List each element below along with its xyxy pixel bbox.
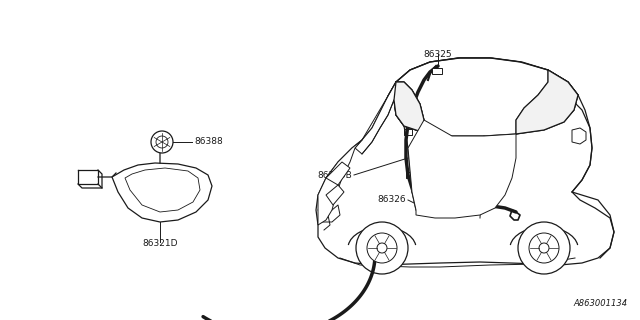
Circle shape	[539, 243, 549, 253]
Polygon shape	[408, 120, 516, 218]
Circle shape	[529, 233, 559, 263]
Polygon shape	[394, 82, 424, 132]
Polygon shape	[326, 162, 350, 185]
Polygon shape	[112, 163, 212, 222]
Text: 86388: 86388	[194, 138, 223, 147]
Polygon shape	[516, 70, 578, 134]
Polygon shape	[572, 128, 586, 144]
Circle shape	[356, 222, 408, 274]
Circle shape	[377, 243, 387, 253]
Text: 86321D: 86321D	[142, 239, 178, 248]
Circle shape	[518, 222, 570, 274]
Circle shape	[367, 233, 397, 263]
Polygon shape	[326, 185, 344, 205]
Text: 86326: 86326	[378, 196, 406, 204]
Polygon shape	[318, 140, 362, 225]
Text: A863001134: A863001134	[574, 299, 628, 308]
Text: 86325B: 86325B	[317, 171, 352, 180]
Polygon shape	[316, 58, 614, 265]
Text: 86325: 86325	[424, 50, 452, 59]
Polygon shape	[125, 168, 200, 212]
Circle shape	[151, 131, 173, 153]
Polygon shape	[394, 58, 578, 136]
Circle shape	[156, 136, 168, 148]
Polygon shape	[355, 82, 424, 154]
FancyBboxPatch shape	[432, 68, 442, 74]
